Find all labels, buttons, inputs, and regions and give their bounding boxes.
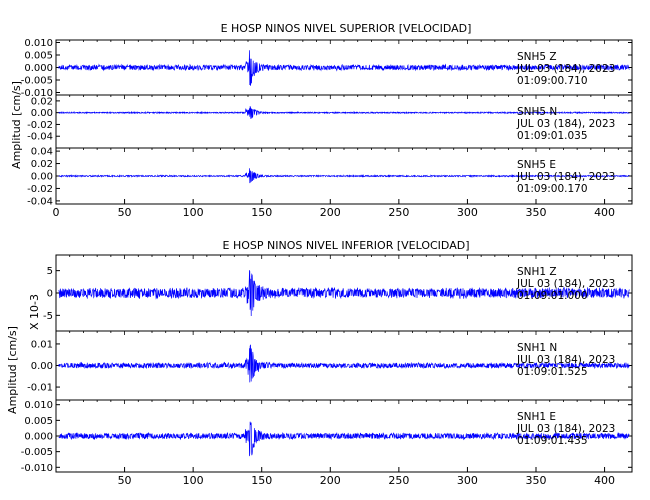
x-tick-label: 350 [526,206,547,219]
x-tick-label: 50 [118,474,132,487]
upper-panel: E HOSP NINOS NIVEL SUPERIOR [VELOCIDAD] … [10,22,633,219]
date-label: JUL 03 (184), 2023 [516,423,615,435]
date-label: JUL 03 (184), 2023 [516,118,615,130]
y-tick-label: 0.000 [24,432,53,443]
waveform-line [58,168,630,184]
start-time-label: 01:09:01.035 [517,130,588,142]
y-tick-label: -0.005 [21,447,53,458]
y-tick-label: -0.005 [21,76,53,87]
date-label: JUL 03 (184), 2023 [516,354,615,366]
y-tick-label: 0.02 [31,96,53,107]
x-tick-label: 0 [53,206,60,219]
x-tick-label: 400 [594,474,615,487]
waveform-line [58,344,630,383]
y-tick-label: 0.005 [24,51,53,62]
y-tick-label: -0.010 [21,463,53,474]
y-tick-label: 0.04 [31,147,53,158]
date-label: JUL 03 (184), 2023 [516,278,615,290]
x-tick-label: 100 [183,206,204,219]
y-tick-label: -0.02 [27,184,53,195]
waveform-line [58,421,630,457]
y-tick-label: 0.005 [24,416,53,427]
x-tick-label: 200 [320,206,341,219]
waveform-line [58,106,630,119]
x-tick-label: 100 [183,474,204,487]
y-tick-label: 0.000 [24,63,53,74]
station-component-label: SNH5 N [517,106,557,118]
start-time-label: 01:09:01.525 [517,366,588,378]
station-component-label: SNH1 Z [517,266,557,278]
y-tick-label: -0.04 [27,132,53,143]
y-tick-label: 0 [47,289,53,300]
x-tick-label: 200 [320,474,341,487]
x-tick-label: 50 [118,206,132,219]
station-component-label: SNH5 Z [517,51,557,63]
x-tick-label: 150 [251,206,272,219]
y-tick-label: 0.00 [31,108,53,119]
upper-panel-title: E HOSP NINOS NIVEL SUPERIOR [VELOCIDAD] [221,22,472,35]
date-label: JUL 03 (184), 2023 [516,171,615,183]
station-component-label: SNH1 N [517,342,557,354]
y-tick-label: 0.010 [24,400,53,411]
x-tick-label: 300 [457,474,478,487]
y-tick-label: 0.01 [31,339,53,350]
waveform-line [58,50,630,86]
lower-panel-title: E HOSP NINOS NIVEL INFERIOR [VELOCIDAD] [223,239,470,252]
upper-panel-ylabel: Amplitud [cm/s] [10,81,23,169]
y-tick-label: 5 [47,266,53,277]
waveform-line [58,270,630,317]
y-tick-label: 0.00 [31,172,53,183]
y-tick-label: 0.010 [24,38,53,49]
lower-panel: E HOSP NINOS NIVEL INFERIOR [VELOCIDAD] … [6,239,633,487]
x-tick-label: 400 [594,206,615,219]
y-tick-label: -0.02 [27,120,53,131]
y-tick-label: 0.02 [31,159,53,170]
station-component-label: SNH1 E [517,411,556,423]
y-tick-label: -0.01 [27,383,53,394]
start-time-label: 01:09:00.170 [517,183,588,195]
date-label: JUL 03 (184), 2023 [516,63,615,75]
x-tick-label: 300 [457,206,478,219]
start-time-label: 01:09:01.435 [517,435,588,447]
start-time-label: 01:09:01.000 [517,290,588,302]
x-tick-label: 250 [388,474,409,487]
y-tick-label: 0.00 [31,361,53,372]
y-tick-label: -0.010 [21,88,53,99]
lower-panel-scale-label: X 10-3 [28,294,41,330]
x-tick-label: 150 [251,474,272,487]
y-tick-label: -5 [43,311,53,322]
lower-panel-ylabel: Amplitud [cm/s] [6,326,19,414]
x-tick-label: 350 [526,474,547,487]
y-tick-label: -0.04 [27,196,53,207]
x-tick-label: 250 [388,206,409,219]
station-component-label: SNH5 E [517,159,556,171]
start-time-label: 01:09:00.710 [517,75,588,87]
